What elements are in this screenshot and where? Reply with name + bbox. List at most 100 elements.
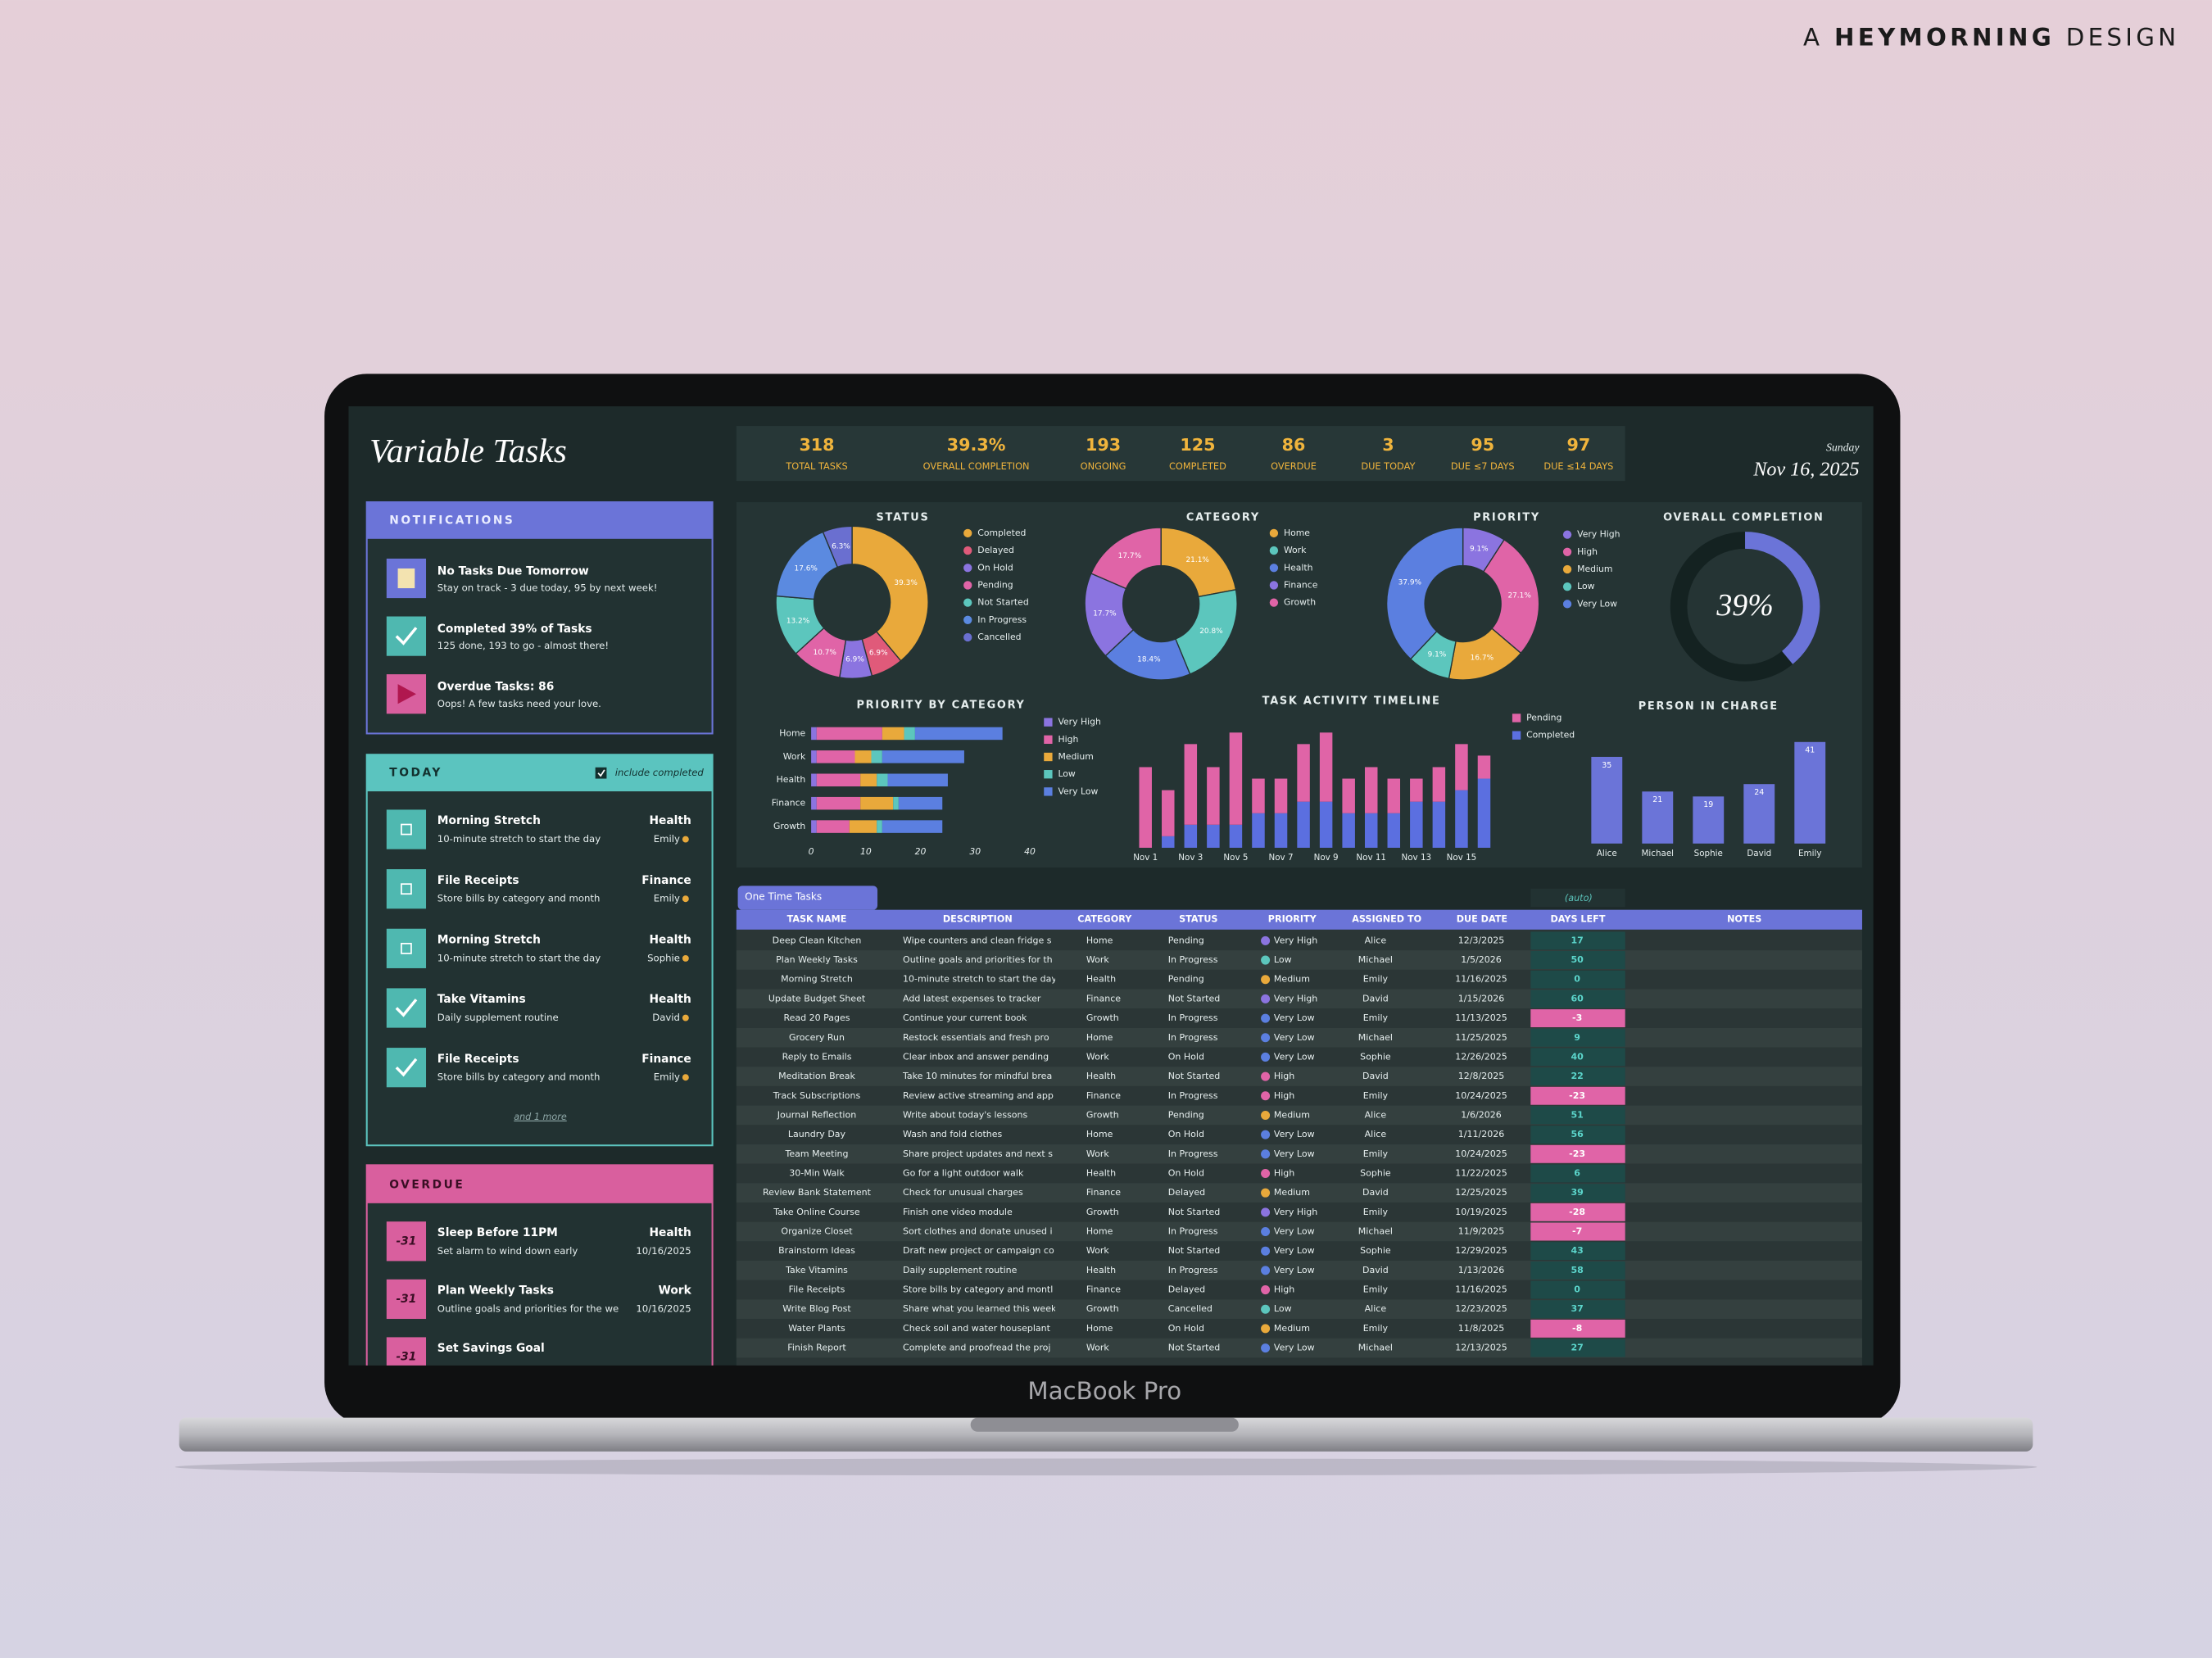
legend-swatch <box>1562 530 1572 539</box>
table-cell: Medium <box>1274 974 1310 985</box>
task-checkbox[interactable] <box>386 869 427 909</box>
table-cell: Work <box>1086 1051 1110 1062</box>
table-cell: Work <box>1086 1148 1110 1159</box>
table-cell: -3 <box>1572 1012 1582 1023</box>
bar-segment <box>1410 801 1423 848</box>
bar-segment <box>1319 732 1333 802</box>
table-cell: 37 <box>1571 1303 1583 1314</box>
app-title: Variable Tasks <box>369 432 567 469</box>
bar-segment <box>914 727 1003 741</box>
legend-swatch <box>963 632 972 642</box>
task-person: David <box>652 1012 680 1023</box>
table-cell: Work <box>1086 1343 1110 1353</box>
more-link[interactable]: and 1 more <box>514 1112 567 1122</box>
bar-segment <box>811 820 817 833</box>
bar-segment <box>1387 778 1401 813</box>
days-left-cell <box>1530 1106 1625 1125</box>
bar-segment <box>816 750 855 763</box>
task-box <box>401 823 412 836</box>
table-cell: 10/19/2025 <box>1455 1207 1507 1217</box>
table-cell: Michael <box>1358 1032 1393 1043</box>
table-cell: Emily <box>1363 1284 1389 1295</box>
toggle-checkbox[interactable] <box>595 767 607 779</box>
task-desc: Store bills by category and month <box>437 1071 601 1083</box>
task-person: Emily <box>654 1071 680 1083</box>
kpi-value: 95 <box>1471 435 1494 455</box>
table-cell: Go for a light outdoor walk <box>903 1167 1024 1178</box>
sheet-tab[interactable] <box>737 886 878 910</box>
task-person: Sophie <box>647 952 680 963</box>
bar-segment <box>1139 767 1152 848</box>
task-checkbox[interactable] <box>386 988 427 1028</box>
table-cell: Take 10 minutes for mindful brea <box>902 1071 1052 1081</box>
days-left-cell <box>1530 1203 1625 1221</box>
bar-segment <box>816 820 850 833</box>
table-cell: Emily <box>1363 1207 1389 1217</box>
table-cell: Update Budget Sheet <box>768 993 866 1003</box>
gauge-arc <box>1744 532 1820 664</box>
slice-label: 9.1% <box>1428 651 1447 659</box>
bar-segment <box>1319 801 1333 848</box>
table-cell: 11/16/2025 <box>1455 974 1507 985</box>
legend-swatch <box>963 598 972 607</box>
table-cell: Cancelled <box>1168 1303 1213 1314</box>
task-person: Emily <box>654 833 680 845</box>
table-cell: Wipe counters and clean fridge s <box>903 935 1052 945</box>
date: Nov 16, 2025 <box>1752 460 1859 481</box>
table-cell: Laundry Day <box>788 1129 846 1139</box>
task-checkbox[interactable] <box>386 928 427 968</box>
table-cell: 1/15/2026 <box>1458 993 1504 1003</box>
task-person: Emily <box>654 893 680 904</box>
task-checkbox[interactable] <box>386 1048 427 1088</box>
laptop-base <box>179 1417 2033 1452</box>
table-cell: Not Started <box>1168 1245 1220 1256</box>
donut-slice <box>1482 538 1540 655</box>
notifications-title: NOTIFICATIONS <box>389 514 514 527</box>
task-name: Morning Stretch <box>437 814 541 827</box>
device-label: MacBook Pro <box>1027 1377 1181 1405</box>
overdue-badge <box>386 1337 427 1366</box>
bar-segment <box>860 796 894 810</box>
x-tick-label: Nov 3 <box>1178 853 1203 863</box>
table-cell: Finish Report <box>787 1343 846 1353</box>
bar-segment <box>1207 824 1220 848</box>
legend-label: Very High <box>1577 529 1620 540</box>
table-cell: 12/26/2025 <box>1455 1051 1507 1062</box>
table-cell: 39 <box>1571 1187 1583 1198</box>
table-cell: Not Started <box>1168 1207 1220 1217</box>
kpi-value: 3 <box>1382 435 1394 455</box>
priority-dot <box>1261 1343 1271 1353</box>
table-cell: David <box>1362 1187 1389 1198</box>
x-tick-label: 40 <box>1024 846 1036 857</box>
task-checkbox[interactable] <box>386 809 427 849</box>
table-cell: In Progress <box>1168 1032 1218 1043</box>
task-name: File Receipts <box>437 874 519 887</box>
sheet-tab-label[interactable]: One Time Tasks <box>745 891 822 903</box>
days-left-cell <box>1530 970 1625 989</box>
x-tick-label: Nov 15 <box>1447 853 1477 863</box>
value-label: 24 <box>1754 788 1764 797</box>
chart-title: STATUS <box>877 511 930 523</box>
table-cell: Delayed <box>1168 1284 1205 1295</box>
legend-swatch <box>963 528 972 538</box>
kpi-label: COMPLETED <box>1169 460 1226 472</box>
legend-swatch <box>1044 770 1053 779</box>
screen: Variable Tasks Sunday Nov 16, 2025 NOTIF… <box>348 405 1874 1366</box>
table-cell: In Progress <box>1168 1012 1218 1023</box>
bar <box>1642 791 1674 844</box>
table-cell: Medium <box>1274 1187 1310 1198</box>
bar-segment <box>1162 790 1175 836</box>
weekday: Sunday <box>1826 442 1860 454</box>
bar-segment <box>860 773 877 786</box>
table-cell: Finance <box>1086 1090 1121 1101</box>
table-cell: Growth <box>1086 1207 1119 1217</box>
table-cell: 50 <box>1571 954 1584 965</box>
bar-segment <box>849 820 877 833</box>
overdue-name: Set Savings Goal <box>437 1342 545 1355</box>
legend-swatch <box>963 564 972 573</box>
table-cell: Store bills by category and montl <box>903 1284 1053 1295</box>
today-title: TODAY <box>389 767 442 780</box>
slice-label: 17.6% <box>795 565 818 573</box>
column-header: DAYS LEFT <box>1550 914 1605 925</box>
bar-segment <box>1455 744 1468 790</box>
